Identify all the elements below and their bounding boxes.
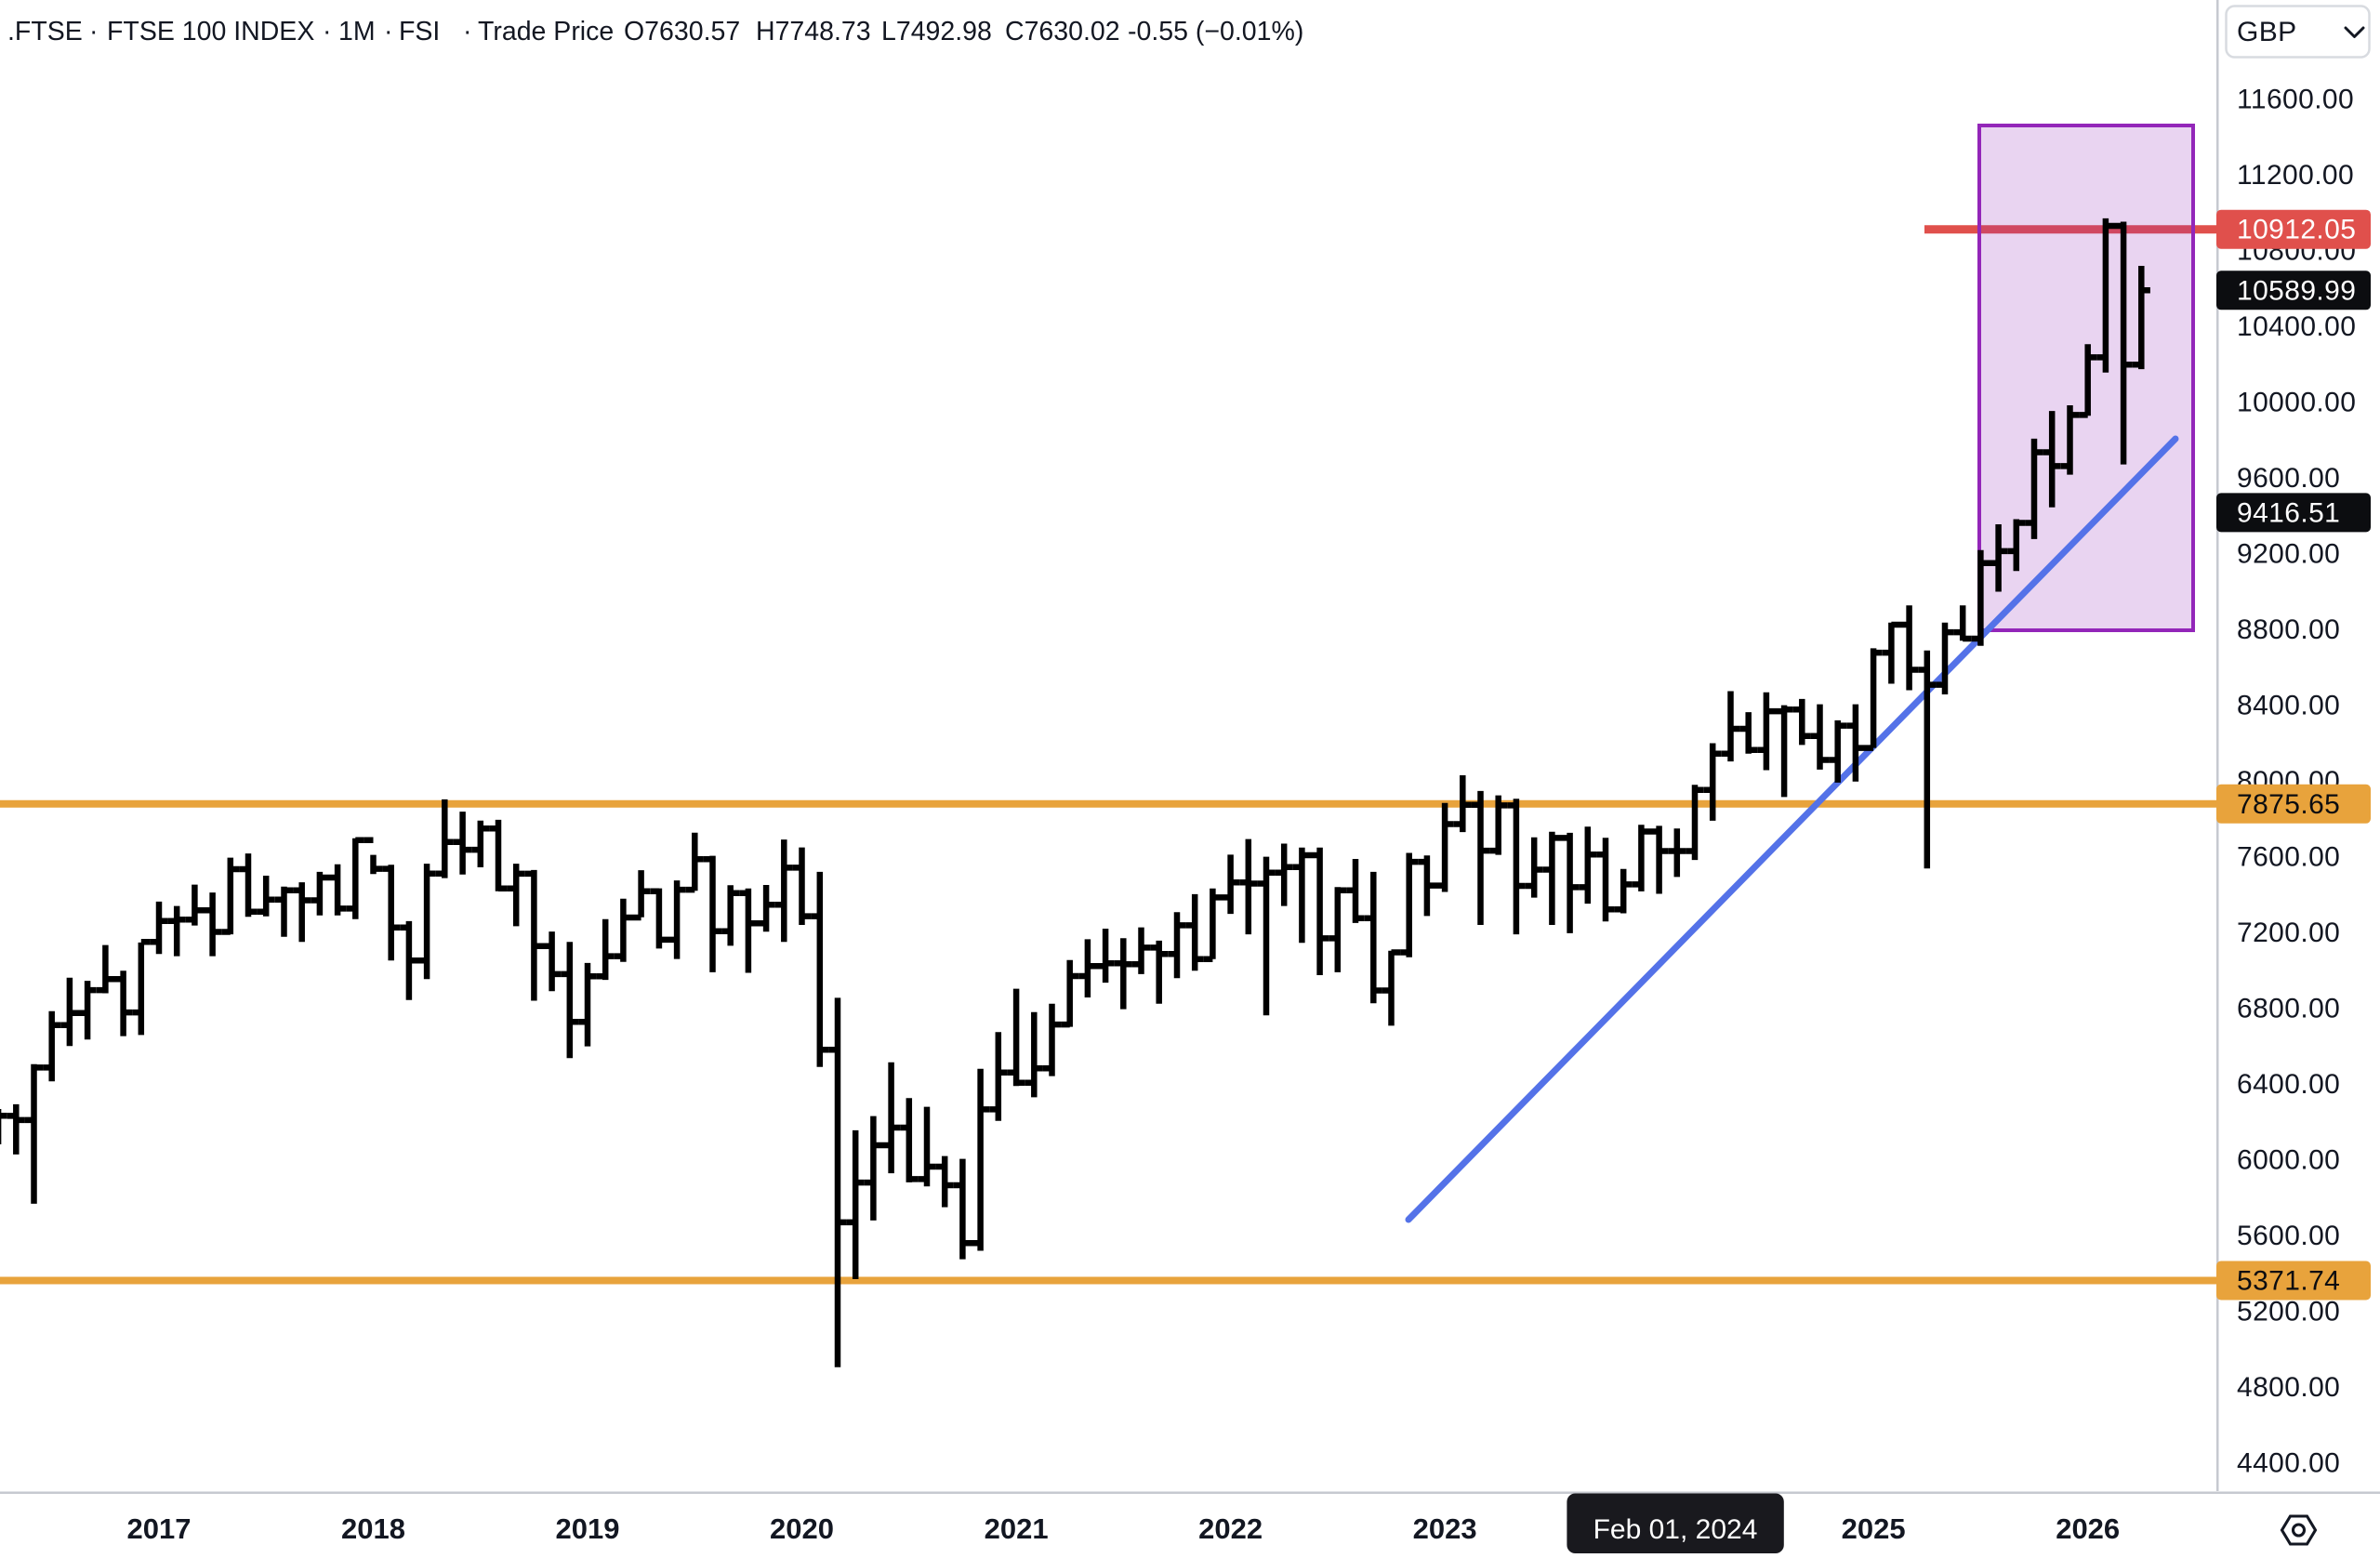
svg-text:4800.00: 4800.00	[2237, 1372, 2340, 1403]
svg-text:5371.74: 5371.74	[2237, 1266, 2340, 1297]
svg-text:8400.00: 8400.00	[2237, 691, 2340, 721]
svg-text:2025: 2025	[1842, 1512, 1906, 1545]
svg-text:6000.00: 6000.00	[2237, 1145, 2340, 1176]
svg-text:11200.00: 11200.00	[2237, 160, 2354, 191]
svg-text:2022: 2022	[1198, 1512, 1263, 1545]
svg-text:6400.00: 6400.00	[2237, 1069, 2340, 1100]
svg-text:2021: 2021	[985, 1512, 1049, 1545]
svg-text:5600.00: 5600.00	[2237, 1221, 2340, 1251]
svg-text:2026: 2026	[2056, 1512, 2120, 1545]
svg-text:7200.00: 7200.00	[2237, 918, 2340, 948]
svg-text:·: ·	[323, 17, 332, 46]
svg-text:GBP: GBP	[2237, 17, 2297, 47]
svg-text:·: ·	[384, 17, 393, 46]
svg-text:7875.65: 7875.65	[2237, 789, 2340, 820]
svg-text:8800.00: 8800.00	[2237, 614, 2340, 645]
svg-text:10000.00: 10000.00	[2237, 388, 2356, 418]
svg-text:-0.55 (−0.01%): -0.55 (−0.01%)	[1128, 17, 1303, 46]
svg-text:9416.51: 9416.51	[2237, 497, 2340, 528]
svg-text:.FTSE: .FTSE	[7, 17, 83, 46]
svg-text:2020: 2020	[770, 1512, 834, 1545]
svg-text:C7630.02: C7630.02	[1005, 17, 1120, 46]
svg-text:FTSE 100 INDEX: FTSE 100 INDEX	[107, 17, 314, 46]
svg-text:10589.99: 10589.99	[2237, 275, 2356, 306]
svg-text:O7630.57: O7630.57	[624, 17, 740, 46]
svg-text:7600.00: 7600.00	[2237, 842, 2340, 873]
svg-text:2017: 2017	[127, 1512, 192, 1545]
svg-text:10912.05: 10912.05	[2237, 215, 2356, 245]
svg-text:FSI: FSI	[399, 17, 440, 46]
svg-text:10400.00: 10400.00	[2237, 311, 2356, 342]
svg-text:9200.00: 9200.00	[2237, 539, 2340, 570]
svg-text:11600.00: 11600.00	[2237, 85, 2354, 115]
svg-text:2018: 2018	[341, 1512, 405, 1545]
svg-text:L7492.98: L7492.98	[881, 17, 992, 46]
svg-text:6800.00: 6800.00	[2237, 994, 2340, 1024]
svg-text:2023: 2023	[1413, 1512, 1477, 1545]
svg-text:5200.00: 5200.00	[2237, 1297, 2340, 1327]
svg-text:2019: 2019	[556, 1512, 620, 1545]
svg-text:9600.00: 9600.00	[2237, 463, 2340, 494]
svg-text:4400.00: 4400.00	[2237, 1448, 2340, 1479]
svg-text:1M: 1M	[338, 17, 376, 46]
svg-text:H7748.73: H7748.73	[756, 17, 871, 46]
svg-text:Trade Price: Trade Price	[478, 17, 614, 46]
svg-text:Feb 01, 2024: Feb 01, 2024	[1593, 1514, 1758, 1545]
svg-text:·: ·	[463, 17, 472, 46]
svg-text:·: ·	[89, 17, 99, 46]
